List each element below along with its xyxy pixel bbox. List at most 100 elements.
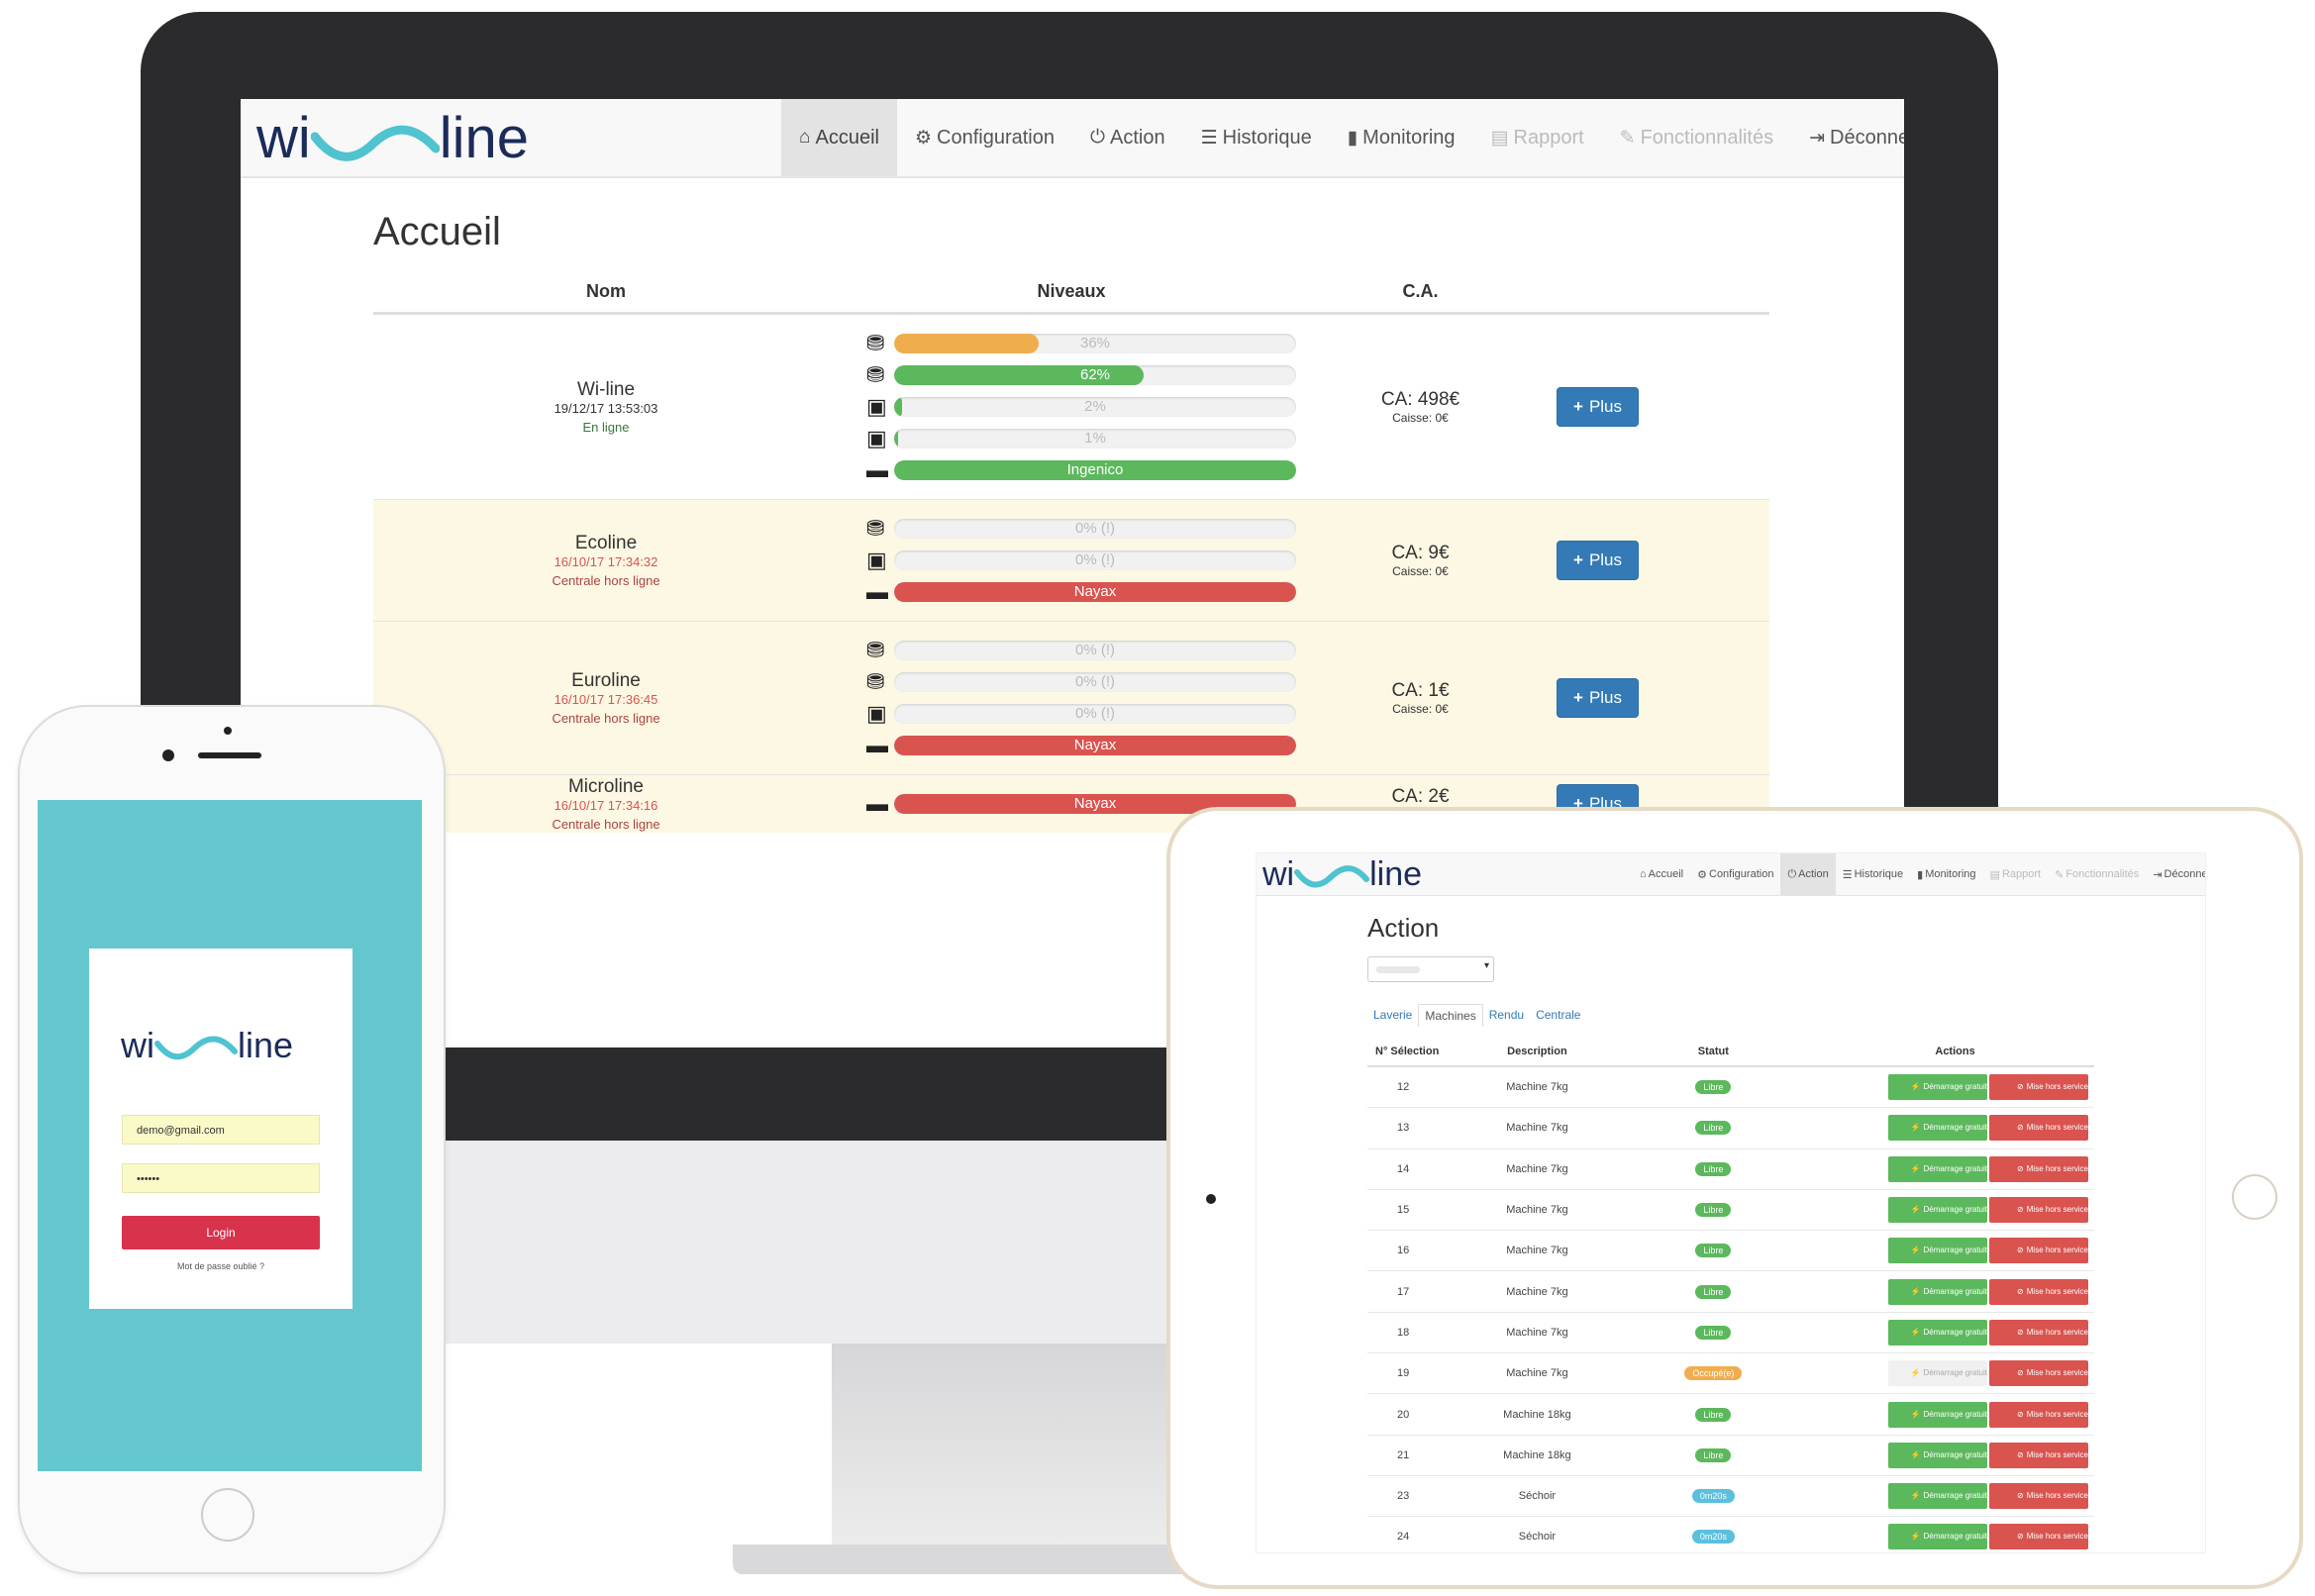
tablet-nav-configuration[interactable]: ⚙ Configuration bbox=[1690, 853, 1780, 895]
out-of-service-button[interactable]: ⊘ Mise hors service bbox=[1989, 1442, 2088, 1468]
out-of-service-label: Mise hors service bbox=[2026, 1286, 2088, 1296]
wrench-icon: ✎ bbox=[1619, 127, 1636, 149]
machine-selection: 23 bbox=[1367, 1474, 1464, 1517]
tablet-logo[interactable]: wi line bbox=[1262, 855, 1422, 894]
tablet-nav-accueil[interactable]: ⌂ Accueil bbox=[1633, 853, 1690, 895]
sites-table: Nom Niveaux C.A. Wi-line 19/12/17 13:53:0… bbox=[373, 275, 1769, 833]
machine-actions-cell: ⚡ Démarrage gratuit ⊘ Mise hors service bbox=[1816, 1352, 2094, 1394]
nav-fonctionnalites[interactable]: ✎ Fonctionnalités bbox=[1602, 99, 1791, 176]
actions-cell: + Plus bbox=[1537, 499, 1769, 622]
plus-button[interactable]: + Plus bbox=[1557, 541, 1640, 580]
out-of-service-button[interactable]: ⊘ Mise hors service bbox=[1989, 1524, 2088, 1550]
level-bar: 2% bbox=[894, 397, 1296, 417]
tablet-nav-menu: ⌂ Accueil ⚙ Configuration ⏻ Action ☰ Historique… bbox=[1633, 853, 2205, 895]
site-cell: Ecoline 16/10/17 17:34:32 Centrale hors li… bbox=[373, 499, 839, 622]
free-start-button[interactable]: ⚡ Démarrage gratuit bbox=[1888, 1360, 1987, 1387]
level-bar: 0% (!) bbox=[894, 519, 1296, 539]
out-of-service-button[interactable]: ⊘ Mise hors service bbox=[1989, 1115, 2088, 1142]
list-icon: ☰ bbox=[1200, 127, 1218, 149]
tablet-nav-monitoring[interactable]: ▮ Monitoring bbox=[1910, 853, 1982, 895]
nav-historique[interactable]: ☰ Historique bbox=[1183, 99, 1330, 176]
tab-laverie[interactable]: Laverie bbox=[1373, 1008, 1413, 1022]
nav-label: Déconnexion bbox=[2164, 868, 2205, 880]
site-row: Wi-line 19/12/17 13:53:03 En ligne ⛃ 36% ⛃ 62%… bbox=[373, 313, 1769, 500]
tab-centrale[interactable]: Centrale bbox=[1536, 1008, 1581, 1022]
machine-row: 14 Machine 7kg Libre ⚡ Démarrage gratuit ⊘ Mis… bbox=[1367, 1147, 2094, 1190]
level-row: ⛃ 62% bbox=[866, 359, 1296, 391]
nav-label: Accueil bbox=[815, 126, 879, 149]
free-start-button[interactable]: ⚡ Démarrage gratuit bbox=[1888, 1442, 1987, 1468]
plus-button[interactable]: + Plus bbox=[1557, 387, 1640, 427]
bar-chart-icon: ▮ bbox=[1917, 868, 1924, 881]
tablet-nav-historique[interactable]: ☰ Historique bbox=[1836, 853, 1910, 895]
bolt-icon: ⚡ bbox=[1910, 1286, 1921, 1296]
out-of-service-button[interactable]: ⊘ Mise hors service bbox=[1989, 1238, 2088, 1264]
tablet-nav-deconnexion[interactable]: ⇥Déconnexion bbox=[2146, 853, 2205, 895]
phone-home-button[interactable] bbox=[201, 1488, 254, 1542]
actions-cell: + Plus bbox=[1537, 621, 1769, 775]
levels-list: ⛃ 0% (!) ⛃ 0% (!) ▣ 0% (!) ▬ Nayax bbox=[847, 635, 1296, 761]
email-field[interactable]: demo@gmail.com bbox=[122, 1115, 320, 1145]
free-start-button[interactable]: ⚡ Démarrage gratuit bbox=[1888, 1401, 1987, 1428]
level-bar-label: 0% (!) bbox=[1074, 551, 1115, 568]
out-of-service-button[interactable]: ⊘ Mise hors service bbox=[1989, 1074, 2088, 1101]
status-badge: Libre bbox=[1695, 1203, 1732, 1218]
level-bar-label: Nayax bbox=[1073, 583, 1117, 600]
level-bar-label: 1% bbox=[1084, 430, 1106, 447]
nav-deconnexion[interactable]: ⇥Déconnexion bbox=[1791, 99, 1904, 176]
logo-text-left: wi bbox=[1262, 855, 1295, 893]
machine-selection: 15 bbox=[1367, 1188, 1464, 1231]
tablet-nav-fonctionnalites[interactable]: ✎ Fonctionnalités bbox=[2048, 853, 2146, 895]
machine-row: 21 Machine 18kg Libre ⚡ Démarrage gratuit ⊘ Mi… bbox=[1367, 1434, 2094, 1476]
nav-action[interactable]: ⏻ Action bbox=[1072, 99, 1183, 176]
out-of-service-button[interactable]: ⊘ Mise hors service bbox=[1989, 1401, 2088, 1428]
out-of-service-button[interactable]: ⊘ Mise hors service bbox=[1989, 1155, 2088, 1182]
out-of-service-button[interactable]: ⊘ Mise hors service bbox=[1989, 1278, 2088, 1305]
nav-monitoring[interactable]: ▮ Monitoring bbox=[1330, 99, 1473, 176]
tablet-home-button[interactable] bbox=[2232, 1174, 2277, 1220]
site-status: En ligne bbox=[582, 420, 630, 435]
free-start-button[interactable]: ⚡ Démarrage gratuit bbox=[1888, 1278, 1987, 1305]
plus-button[interactable]: + Plus bbox=[1557, 678, 1640, 718]
machine-description: Machine 7kg bbox=[1463, 1230, 1611, 1271]
logo-text-right: line bbox=[238, 1025, 294, 1065]
machine-row: 15 Machine 7kg Libre ⚡ Démarrage gratuit ⊘ Mis… bbox=[1367, 1188, 2094, 1231]
out-of-service-button[interactable]: ⊘ Mise hors service bbox=[1989, 1483, 2088, 1510]
machine-status-cell: Libre bbox=[1610, 1311, 1817, 1353]
nav-accueil[interactable]: ⌂ Accueil bbox=[781, 99, 897, 176]
coin-stack-icon: ⛃ bbox=[866, 331, 885, 355]
tablet-nav-rapport[interactable]: ▤ Rapport bbox=[1983, 853, 2049, 895]
tab-rendu[interactable]: Rendu bbox=[1488, 1008, 1525, 1022]
tab-machines[interactable]: Machines bbox=[1418, 1004, 1483, 1027]
level-row: ▬ Nayax bbox=[866, 730, 1296, 761]
free-start-button[interactable]: ⚡ Démarrage gratuit bbox=[1888, 1155, 1987, 1182]
free-start-button[interactable]: ⚡ Démarrage gratuit bbox=[1888, 1074, 1987, 1101]
site-name: Wi-line bbox=[576, 379, 636, 400]
forgot-password-link[interactable]: Mot de passe oublié ? bbox=[176, 1261, 265, 1271]
out-of-service-button[interactable]: ⊘ Mise hors service bbox=[1989, 1197, 2088, 1224]
site-row: Euroline 16/10/17 17:36:45 Centrale hors l… bbox=[373, 621, 1769, 775]
actions-cell: + Plus bbox=[1537, 313, 1769, 500]
free-start-button[interactable]: ⚡ Démarrage gratuit bbox=[1888, 1483, 1987, 1510]
report-icon: ▤ bbox=[1490, 127, 1509, 149]
laverie-select[interactable]: ▾ bbox=[1367, 956, 1494, 982]
machine-description: Machine 7kg bbox=[1463, 1352, 1611, 1394]
out-of-service-label: Mise hors service bbox=[2026, 1327, 2088, 1337]
out-of-service-button[interactable]: ⊘ Mise hors service bbox=[1989, 1360, 2088, 1387]
login-button[interactable]: Login bbox=[122, 1216, 320, 1249]
free-start-button[interactable]: ⚡ Démarrage gratuit bbox=[1888, 1319, 1987, 1346]
free-start-button[interactable]: ⚡ Démarrage gratuit bbox=[1888, 1524, 1987, 1550]
free-start-button[interactable]: ⚡ Démarrage gratuit bbox=[1888, 1238, 1987, 1264]
password-field[interactable]: •••••• bbox=[122, 1163, 320, 1193]
desktop-logo[interactable]: wi line bbox=[256, 105, 529, 171]
free-start-label: Démarrage gratuit bbox=[1923, 1532, 1987, 1542]
tablet-nav-action[interactable]: ⏻ Action bbox=[1780, 853, 1836, 895]
free-start-label: Démarrage gratuit bbox=[1923, 1163, 1987, 1173]
out-of-service-button[interactable]: ⊘ Mise hors service bbox=[1989, 1319, 2088, 1346]
free-start-button[interactable]: ⚡ Démarrage gratuit bbox=[1888, 1197, 1987, 1224]
level-bar-fill bbox=[894, 460, 1296, 480]
nav-label: Configuration bbox=[937, 126, 1055, 149]
nav-configuration[interactable]: ⚙ Configuration bbox=[897, 99, 1072, 176]
nav-rapport[interactable]: ▤ Rapport bbox=[1473, 99, 1602, 176]
free-start-button[interactable]: ⚡ Démarrage gratuit bbox=[1888, 1115, 1987, 1142]
